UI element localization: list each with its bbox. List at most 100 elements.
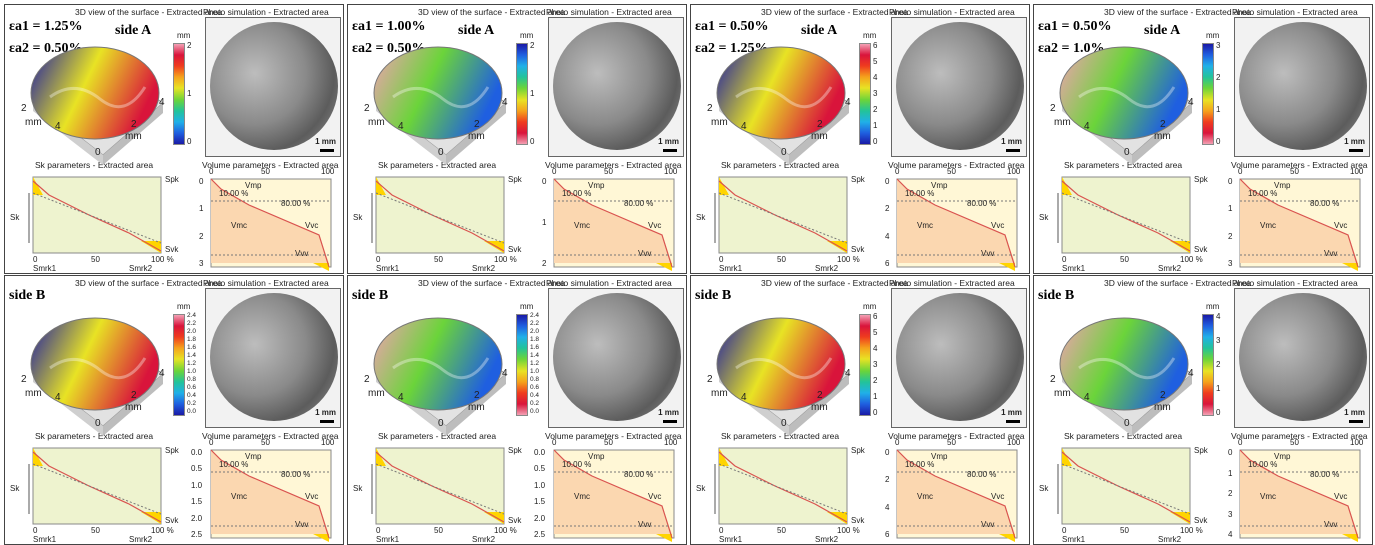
iso-tick: 2 xyxy=(817,119,823,130)
vmc-label: Vmc xyxy=(917,492,933,501)
vol-y-tick: 2 xyxy=(885,204,889,213)
iso-tick: 0 xyxy=(1124,147,1130,158)
caption-3d-view: 3D view of the surface - Extracted area xyxy=(418,7,565,17)
panel: 3D view of the surface - Extracted area P… xyxy=(690,275,1030,545)
iso-tick: 0 xyxy=(95,418,101,429)
colorbar-tick: 0.4 xyxy=(187,392,196,399)
vol-y-tick: 2.5 xyxy=(191,530,202,539)
vol-y-tick: 0 xyxy=(1228,448,1232,457)
surface-3d-view xyxy=(1034,298,1204,438)
photo-simulation: 1 mm xyxy=(891,288,1027,428)
colorbar-tick: 1.6 xyxy=(530,344,539,351)
colorbar-tick: 0 xyxy=(1216,137,1220,146)
vmc-label: Vmc xyxy=(574,492,590,501)
caption-photo: Photo simulation - Extracted area xyxy=(889,278,1015,288)
smrk2-label: Smrk2 xyxy=(815,535,838,544)
vol-x-tick: 0 xyxy=(209,438,213,447)
vol-y-tick: 1.5 xyxy=(191,497,202,506)
spk-label: Spk xyxy=(1194,175,1208,184)
sk-x-tick: 0 xyxy=(719,526,723,535)
vol-x-tick: 100 xyxy=(664,167,677,176)
colorbar-tick: 0.8 xyxy=(187,376,196,383)
vol-y-tick: 2.0 xyxy=(534,514,545,523)
vol-x-tick: 100 xyxy=(664,438,677,447)
smrk1-label: Smrk1 xyxy=(376,264,399,273)
sk-x-tick: 50 xyxy=(1120,526,1129,535)
sk-label: Sk xyxy=(696,484,705,493)
p80-label: 80.00 % xyxy=(967,199,996,208)
colorbar-tick: 5 xyxy=(873,57,877,66)
vol-y-tick: 2 xyxy=(1228,232,1232,241)
colorbar-tick: 2.0 xyxy=(530,328,539,335)
surface-3d-view xyxy=(5,27,175,167)
colorbar-tick: 2 xyxy=(1216,73,1220,82)
vol-y-tick: 2.5 xyxy=(534,530,545,539)
sk-x-tick: 0 xyxy=(33,526,37,535)
iso-unit: mm xyxy=(1054,388,1071,399)
iso-tick: 2 xyxy=(1050,103,1056,114)
iso-tick: 2 xyxy=(21,374,27,385)
vmc-label: Vmc xyxy=(231,492,247,501)
vol-x-tick: 0 xyxy=(1238,167,1242,176)
svk-label: Svk xyxy=(1194,245,1207,254)
colorbar-tick: 3 xyxy=(1216,41,1220,50)
colorbar-tick: 0.6 xyxy=(187,384,196,391)
sk-x-tick: 100 % xyxy=(151,526,174,535)
iso-tick: 2 xyxy=(1160,390,1166,401)
iso-tick: 4 xyxy=(1084,392,1090,403)
scale-bar-label: 1 mm xyxy=(658,137,679,146)
iso-tick: 2 xyxy=(707,103,713,114)
vol-x-tick: 100 xyxy=(1007,167,1020,176)
p10-label: 10.00 % xyxy=(905,460,934,469)
iso-tick: 4 xyxy=(845,97,851,108)
vmc-label: Vmc xyxy=(231,221,247,230)
photo-simulation: 1 mm xyxy=(205,17,341,157)
sk-x-tick: 0 xyxy=(376,526,380,535)
caption-3d-view: 3D view of the surface - Extracted area xyxy=(761,7,908,17)
vol-y-tick: 1 xyxy=(542,218,546,227)
vol-x-tick: 0 xyxy=(895,167,899,176)
sk-x-tick: 100 % xyxy=(1180,255,1203,264)
vvc-label: Vvc xyxy=(305,492,318,501)
caption-photo: Photo simulation - Extracted area xyxy=(1232,7,1358,17)
caption-3d-view: 3D view of the surface - Extracted area xyxy=(418,278,565,288)
vol-y-tick: 4 xyxy=(885,503,889,512)
spk-label: Spk xyxy=(851,175,865,184)
spk-label: Spk xyxy=(851,446,865,455)
caption-volume: Volume parameters - Extracted area xyxy=(202,160,339,170)
surface-3d-view xyxy=(348,27,518,167)
surface-3d-view xyxy=(1034,27,1204,167)
vol-x-tick: 0 xyxy=(209,167,213,176)
svk-label: Svk xyxy=(165,516,178,525)
colorbar-tick: 0.2 xyxy=(530,400,539,407)
iso-unit: mm xyxy=(468,402,485,413)
colorbar xyxy=(1202,314,1214,416)
iso-tick: 4 xyxy=(1084,121,1090,132)
iso-unit: mm xyxy=(1054,117,1071,128)
smrk2-label: Smrk2 xyxy=(472,535,495,544)
vol-y-tick: 0.0 xyxy=(191,448,202,457)
caption-photo: Photo simulation - Extracted area xyxy=(546,278,672,288)
colorbar-tick: 0.0 xyxy=(530,408,539,415)
panel: 3D view of the surface - Extracted area P… xyxy=(347,4,687,274)
caption-photo: Photo simulation - Extracted area xyxy=(1232,278,1358,288)
vol-x-tick: 50 xyxy=(947,167,956,176)
vvc-label: Vvc xyxy=(1334,492,1347,501)
colorbar xyxy=(516,314,528,416)
sk-x-tick: 50 xyxy=(777,526,786,535)
smrk2-label: Smrk2 xyxy=(1158,535,1181,544)
iso-tick: 4 xyxy=(1188,97,1194,108)
caption-3d-view: 3D view of the surface - Extracted area xyxy=(1104,278,1251,288)
photo-simulation: 1 mm xyxy=(548,288,684,428)
iso-tick: 0 xyxy=(781,147,787,158)
vol-y-tick: 2.0 xyxy=(191,514,202,523)
vol-x-tick: 100 xyxy=(1007,438,1020,447)
vvc-label: Vvc xyxy=(991,221,1004,230)
p80-label: 80.00 % xyxy=(967,470,996,479)
sk-x-tick: 50 xyxy=(1120,255,1129,264)
colorbar-tick: 2.2 xyxy=(187,320,196,327)
iso-tick: 4 xyxy=(159,368,165,379)
vvv-label: Vvv xyxy=(638,249,651,258)
smrk1-label: Smrk1 xyxy=(33,535,56,544)
vvv-label: Vvv xyxy=(1324,520,1337,529)
